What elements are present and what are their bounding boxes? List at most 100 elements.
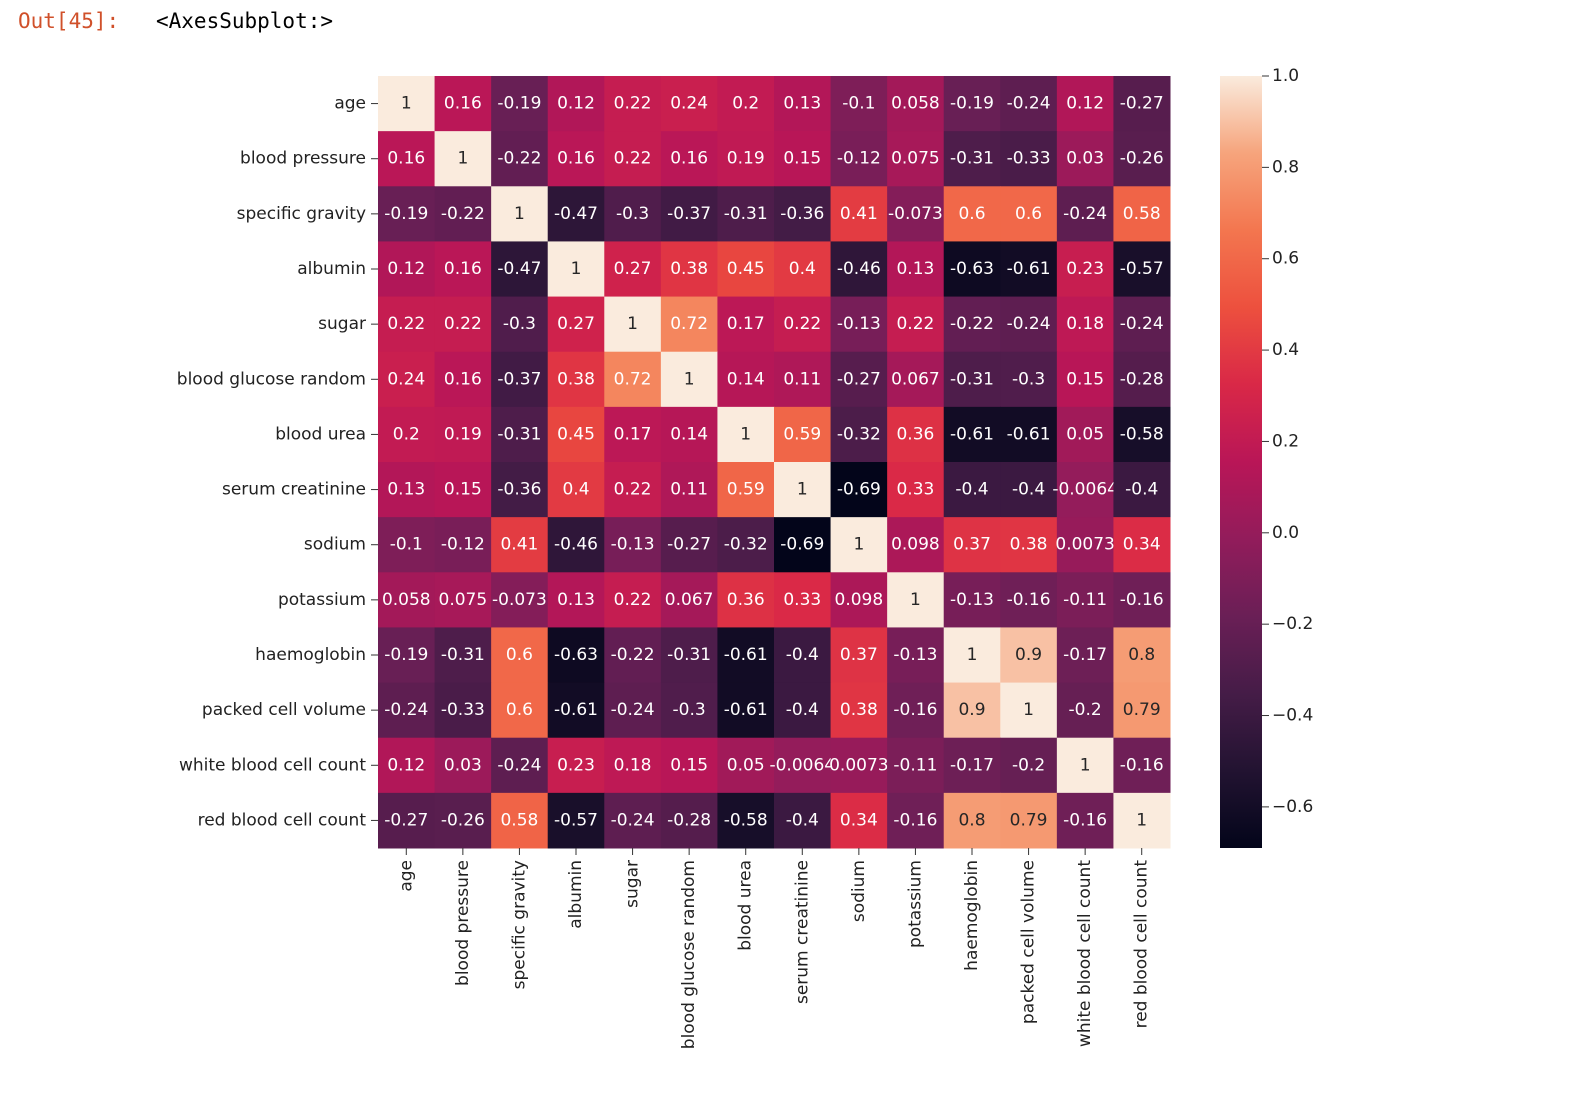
heatmap-cell: [604, 627, 662, 684]
cell-annotation: 0.37: [840, 645, 878, 665]
cell-annotation: -0.0064: [1052, 480, 1118, 500]
colorbar-tick-label: 0.6: [1272, 249, 1299, 269]
cell-annotation: 0.45: [727, 259, 765, 279]
heatmap-cell: [1000, 131, 1058, 187]
y-tick-label: packed cell volume: [202, 700, 366, 720]
heatmap-cell: [1000, 186, 1058, 242]
cell-annotation: -0.58: [724, 810, 768, 830]
x-tick-label: blood urea: [736, 860, 756, 951]
heatmap-cell: [1056, 462, 1114, 518]
cell-annotation: -0.22: [611, 645, 655, 665]
heatmap-cell: [378, 462, 436, 518]
heatmap-cell: [1113, 682, 1171, 739]
heatmap-cell: [660, 131, 718, 187]
cell-annotation: -0.47: [497, 259, 541, 279]
heatmap-cell: [1056, 131, 1114, 187]
cell-annotation: 0.24: [670, 94, 708, 114]
cell-annotation: 0.12: [387, 259, 425, 279]
cell-annotation: -0.22: [497, 149, 541, 169]
heatmap-cell: [491, 462, 549, 518]
cell-annotation: 0.38: [670, 259, 708, 279]
cell-annotation: -0.22: [950, 314, 994, 334]
heatmap-cell: [887, 737, 945, 794]
cell-annotation: -0.24: [1063, 204, 1107, 224]
heatmap-cell: [1056, 572, 1114, 628]
x-tick-label: albumin: [566, 860, 586, 929]
cell-annotation: 1: [457, 149, 468, 169]
cell-annotation: -0.3: [673, 700, 706, 720]
heatmap-cell: [1000, 792, 1058, 849]
cell-annotation: 1: [1023, 700, 1034, 720]
cell-annotation: 0.22: [896, 314, 934, 334]
y-tick-label: sugar: [318, 314, 366, 334]
heatmap-cell: [830, 517, 888, 573]
cell-annotation: 0.22: [614, 480, 652, 500]
cell-annotation: -0.61: [724, 645, 768, 665]
heatmap-cell: [1113, 186, 1171, 242]
heatmap-cell: [943, 131, 1001, 187]
cell-annotation: 0.2: [732, 94, 759, 114]
heatmap-cell: [943, 517, 1001, 573]
cell-annotation: 1: [797, 480, 808, 500]
heatmap-cell: [1056, 406, 1114, 463]
cell-annotation: -0.12: [837, 149, 881, 169]
heatmap-cell: [887, 627, 945, 684]
heatmap-cell: [604, 406, 662, 463]
heatmap-cell: [378, 76, 436, 132]
heatmap-cell: [660, 241, 718, 298]
cell-annotation: 0.6: [506, 700, 533, 720]
heatmap-cell: [887, 572, 945, 628]
heatmap-cell: [943, 462, 1001, 518]
cell-annotation: -0.16: [1120, 590, 1164, 610]
y-tick-label: red blood cell count: [198, 810, 367, 830]
heatmap-cell: [1113, 351, 1171, 408]
cell-annotation: -0.61: [1007, 424, 1051, 444]
colorbar-tick-label: 1.0: [1272, 66, 1299, 86]
heatmap-cell: [774, 462, 832, 518]
cell-annotation: 0.22: [387, 314, 425, 334]
cell-annotation: -0.4: [1125, 480, 1158, 500]
heatmap-cell: [943, 682, 1001, 739]
colorbar-tick-label: −0.4: [1272, 706, 1313, 726]
heatmap-cell: [1000, 406, 1058, 463]
cell-annotation: 0.38: [557, 369, 595, 389]
heatmap-cell: [660, 406, 718, 463]
cell-annotation: -0.24: [611, 810, 655, 830]
heatmap-cell: [717, 241, 775, 298]
cell-annotation: -0.32: [724, 535, 768, 555]
cell-annotation: 0.59: [727, 480, 765, 500]
cell-annotation: -0.28: [1120, 369, 1164, 389]
heatmap-cell: [1056, 737, 1114, 794]
heatmap-cell: [1056, 517, 1114, 573]
cell-annotation: -0.24: [1007, 314, 1051, 334]
cell-annotation: 0.72: [670, 314, 708, 334]
heatmap-cell: [660, 351, 718, 408]
cell-annotation: 0.9: [958, 700, 985, 720]
cell-annotation: 0.067: [891, 369, 940, 389]
heatmap-cell: [491, 76, 549, 132]
heatmap-cell: [1113, 76, 1171, 132]
x-tick-label: red blood cell count: [1132, 860, 1152, 1029]
heatmap-cell: [1113, 131, 1171, 187]
heatmap-cell: [830, 462, 888, 518]
heatmap-cell: [717, 351, 775, 408]
heatmap-cell: [774, 351, 832, 408]
cell-annotation: -0.13: [893, 645, 937, 665]
heatmap-cell: [943, 241, 1001, 298]
cell-annotation: 0.16: [670, 149, 708, 169]
heatmap-cell: [1056, 792, 1114, 849]
heatmap-cell: [943, 76, 1001, 132]
y-tick-label: white blood cell count: [179, 755, 366, 775]
cell-annotation: 0.18: [614, 755, 652, 775]
colorbar-tick-label: 0.8: [1272, 157, 1299, 177]
heatmap-cell: [1113, 737, 1171, 794]
cell-annotation: 0.34: [1123, 535, 1161, 555]
cell-annotation: 0.067: [665, 590, 714, 610]
heatmap-cell: [491, 517, 549, 573]
heatmap-cell: [604, 351, 662, 408]
heatmap-cell: [774, 682, 832, 739]
heatmap-cell: [830, 241, 888, 298]
cell-annotation: 1: [401, 94, 412, 114]
cell-annotation: 1: [1136, 810, 1147, 830]
cell-annotation: -0.63: [554, 645, 598, 665]
